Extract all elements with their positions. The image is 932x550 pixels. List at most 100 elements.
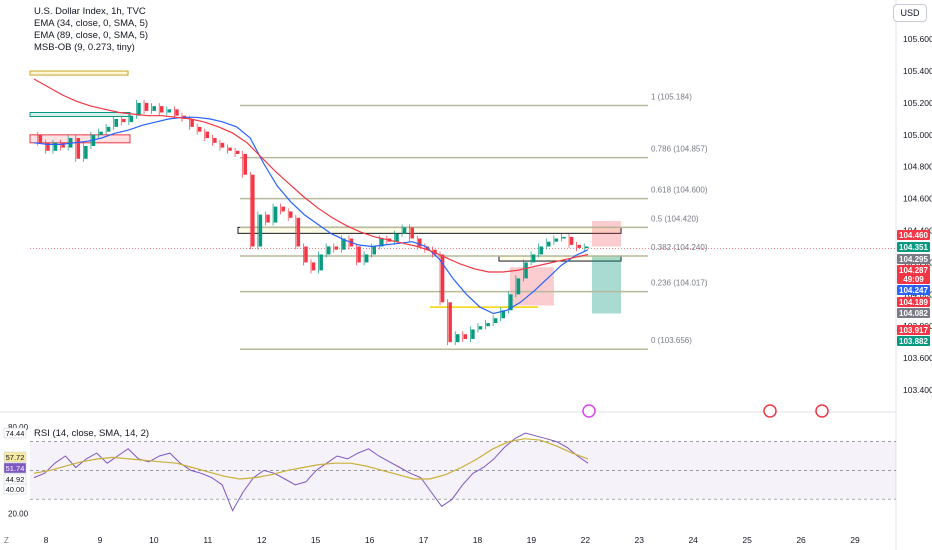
price-badge-text: 103.882 [899,337,928,346]
price-badge-bg [897,254,930,264]
x-tick-label: 8 [44,535,49,545]
price-badge: 104.189 [897,297,930,307]
x-tick-label: 25 [742,535,752,545]
rsi-badge-bg [3,483,27,495]
x-tick-label: 10 [149,535,159,545]
price-badge-text: 103.917 [899,326,928,335]
candle-body [76,138,81,159]
candle-body [137,102,141,116]
x-tick-label: 26 [796,535,806,545]
candle-body [554,238,559,242]
candle-body [258,214,263,247]
y-tick-label: 105.400 [903,66,932,76]
candle-body [160,106,164,113]
candle-body [152,106,156,111]
rsi-badge-text: 57.72 [6,453,25,462]
price-badge-bg [897,325,930,335]
candle-body [357,246,361,263]
price-badge: 103.917 [897,325,930,335]
y-tick-label: 103.400 [903,385,932,395]
candle-body [364,254,369,263]
candle-body [493,318,498,324]
candle-body [418,238,422,247]
candle-body [228,147,232,151]
indicator-ema-89[interactable]: EMA (89, close, 0, SMA, 5) [34,30,149,41]
candle-body [175,109,179,116]
indicator-msb-ob[interactable]: MSB-OB (9, 0.273, tiny) [34,42,135,53]
price-badge-text: 104.247 [899,286,928,295]
x-tick-label: 23 [635,535,645,545]
stop-zone [592,220,621,247]
candle-body [38,134,43,143]
x-tick-label: 15 [311,535,321,545]
rsi-line [33,432,589,512]
fib-level-label: 0.236 (104.017) [651,279,708,288]
rsi-badge: 51.74 [3,462,27,474]
price-badge: 104.082 [897,308,930,318]
candle-body [478,326,483,330]
candle-body [273,206,278,223]
rsi-badge-text: 74.44 [6,429,25,438]
price-badge-bg [897,242,930,252]
price-badge-bg [897,336,930,346]
candle-body [243,153,247,175]
price-badge-text: 104.189 [899,298,928,307]
rsi-legend[interactable]: RSI (14, close, SMA, 14, 2) [34,428,150,439]
candle-body [342,238,346,250]
candle-body [213,138,217,143]
candle-body [562,236,566,239]
candle-body [501,310,506,319]
candle-body [129,115,134,123]
x-tick-label: 24 [688,535,698,545]
candle-body [296,217,301,247]
x-tick-label: 16 [365,535,375,545]
zoom-label[interactable]: Z [4,536,9,545]
candle-body [463,334,468,339]
rsi-badge-text: 40.00 [6,485,25,494]
candle-body [539,246,543,255]
currency-button[interactable]: USD [893,4,927,22]
rsi-badge-bg [3,427,27,439]
price-badge-text: 104.460 [899,231,928,240]
indicator-ema-34[interactable]: EMA (34, close, 0, SMA, 5) [34,18,149,29]
fib-level-label: 0.382 (104.240) [651,243,708,252]
event-icon [815,404,829,418]
candle-body [190,118,194,127]
price-badge-bg [897,285,930,295]
chart-title: U.S. Dollar Index, 1h, TVC [34,6,146,17]
candle-body [99,131,103,135]
candle-body [46,142,50,151]
candle-body [380,238,384,247]
fib-level-label: 0.5 (104.420) [651,214,699,223]
price-badge-bg [897,274,930,284]
order-block-green [29,112,131,118]
event-icon [582,404,596,418]
x-tick-label: 11 [203,535,212,545]
candle-body [61,142,65,148]
price-badge-bg [897,230,930,240]
resistance-box [237,226,622,234]
y-tick-label: 104.600 [903,194,932,204]
y-tick-label: 105.000 [903,130,932,140]
x-tick-label: 22 [581,535,591,545]
rsi-badge: 74.44 [3,427,27,439]
candle-body [486,323,490,327]
rsi-badge: 40.00 [3,483,27,495]
candle-body [577,244,581,249]
fib-level-label: 0.618 (104.600) [651,186,708,195]
price-badge-text: 104.351 [899,243,928,252]
rsi-badge-text: 51.74 [6,464,25,473]
candle-body [433,249,437,255]
x-tick-label: 9 [98,535,103,545]
short-zone [510,267,554,306]
price-badge-text: 104.287 [899,266,928,275]
candle-body [235,150,240,154]
rsi-badge: 57.72 [3,451,27,463]
y-tick-label: 105.600 [903,34,932,44]
price-badge: 104.287 [897,265,930,275]
candle-body [402,227,407,234]
fib-level-label: 0.786 (104.857) [651,145,708,154]
candle-body [395,233,399,242]
candle-body [266,214,270,223]
